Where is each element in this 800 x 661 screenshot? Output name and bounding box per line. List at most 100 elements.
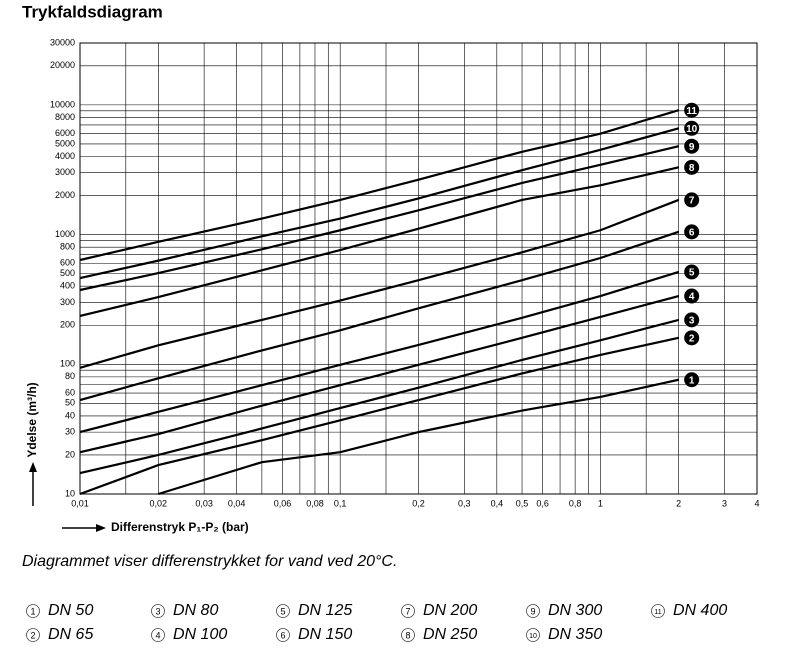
legend-symbol <box>151 604 165 618</box>
curve <box>79 127 679 280</box>
curve-marker <box>684 138 700 154</box>
curve-label: 10 <box>686 124 698 135</box>
curve-marker <box>684 312 700 328</box>
y-tick-label: 8000 <box>55 112 75 122</box>
curve-label: 8 <box>689 163 695 174</box>
legend-symbol-label: 9 <box>530 606 535 616</box>
x-tick-label: 0,01 <box>71 498 89 508</box>
y-tick-label: 20000 <box>50 60 75 70</box>
curve <box>157 378 679 496</box>
curve-marker <box>684 192 700 208</box>
curve-label: 6 <box>689 227 695 238</box>
legend-label: DN 200 <box>423 602 477 619</box>
y-tick-label: 30 <box>65 426 75 436</box>
legend-symbol <box>651 604 665 618</box>
curve <box>79 230 680 402</box>
y-tick-label: 4000 <box>55 151 75 161</box>
x-tick-label: 4 <box>754 498 759 508</box>
legend-label: DN 80 <box>173 602 218 619</box>
legend-label: DN 100 <box>173 626 227 643</box>
x-tick-label: 0,04 <box>228 498 246 508</box>
x-tick-label: 0,03 <box>195 498 213 508</box>
x-tick-label: 0,6 <box>536 498 549 508</box>
legend-symbol <box>401 604 415 618</box>
plot-frame <box>79 42 758 495</box>
legend-symbol-label: 10 <box>529 633 537 640</box>
x-axis-label: Differenstryk P₁-P₂ (bar) <box>111 520 249 534</box>
y-tick-label: 200 <box>60 320 75 330</box>
y-tick-label: 30000 <box>50 37 75 47</box>
legend-symbol <box>26 604 40 618</box>
x-tick-label: 1 <box>598 498 603 508</box>
legend-label: DN 350 <box>548 626 602 643</box>
curve-marker <box>684 264 700 280</box>
curve <box>79 270 680 434</box>
y-tick-label: 600 <box>60 258 75 268</box>
curve-marker <box>684 102 700 118</box>
legend-symbol <box>526 604 540 618</box>
y-tick-label: 60 <box>65 387 75 397</box>
y-tick-label: 5000 <box>55 138 75 148</box>
curve <box>79 166 679 317</box>
curve-marker <box>684 330 700 346</box>
curve-label: 5 <box>689 268 695 279</box>
y-tick-label: 1000 <box>55 229 75 239</box>
y-tick-label: 6000 <box>55 128 75 138</box>
legend-symbol-label: 2 <box>30 630 35 640</box>
y-arrow-head <box>29 462 37 472</box>
x-tick-label: 0,2 <box>412 498 425 508</box>
curve-marker <box>684 288 700 304</box>
legend-label: DN 150 <box>298 626 352 643</box>
y-tick-label: 400 <box>60 281 75 291</box>
curve-label: 9 <box>689 142 695 153</box>
x-tick-label: 0,02 <box>150 498 168 508</box>
legend-label: DN 125 <box>298 602 352 619</box>
y-tick-label: 10 <box>65 488 75 498</box>
y-tick-label: 800 <box>60 242 75 252</box>
legend-symbol-label: 7 <box>405 606 410 616</box>
x-tick-label: 0,3 <box>458 498 471 508</box>
y-tick-label: 3000 <box>55 167 75 177</box>
legend-symbol-label: 3 <box>155 606 160 616</box>
curve <box>79 336 679 496</box>
y-tick-label: 50 <box>65 398 75 408</box>
curve-marker <box>684 159 700 175</box>
y-tick-label: 2000 <box>55 190 75 200</box>
legend-symbol <box>526 628 540 642</box>
curve-label: 7 <box>689 196 695 207</box>
y-tick-label: 100 <box>60 359 75 369</box>
legend-symbol <box>276 604 290 618</box>
x-tick-label: 0,5 <box>516 498 529 508</box>
curve-label: 1 <box>689 375 695 386</box>
y-tick-label: 20 <box>65 449 75 459</box>
legend-symbol-label: 1 <box>30 606 35 616</box>
legend-symbol <box>26 628 40 642</box>
legend-symbol <box>276 628 290 642</box>
curve-label: 2 <box>689 333 695 344</box>
x-tick-label: 2 <box>676 498 681 508</box>
legend-label: DN 300 <box>548 602 602 619</box>
legend-symbol-label: 4 <box>155 630 160 640</box>
x-tick-label: 0,06 <box>274 498 292 508</box>
curve <box>79 294 679 454</box>
x-tick-label: 3 <box>722 498 727 508</box>
curve <box>79 109 679 262</box>
legend-label: DN 400 <box>673 602 727 619</box>
caption: Diagrammet viser differenstrykket for va… <box>22 553 397 570</box>
curve-marker <box>684 372 700 388</box>
chart-title: Trykfaldsdiagram <box>22 2 163 21</box>
y-tick-label: 10000 <box>50 99 75 109</box>
x-arrow-head <box>96 524 106 532</box>
legend-label: DN 65 <box>48 626 93 643</box>
curve-label: 11 <box>686 106 697 117</box>
curve <box>79 198 680 369</box>
legend-symbol-label: 5 <box>280 606 285 616</box>
curve-label: 4 <box>689 292 695 303</box>
y-tick-label: 300 <box>60 297 75 307</box>
y-tick-label: 80 <box>65 371 75 381</box>
curve <box>79 318 679 475</box>
legend-label: DN 50 <box>48 602 93 619</box>
x-tick-label: 0,08 <box>306 498 324 508</box>
legend-symbol <box>151 628 165 642</box>
